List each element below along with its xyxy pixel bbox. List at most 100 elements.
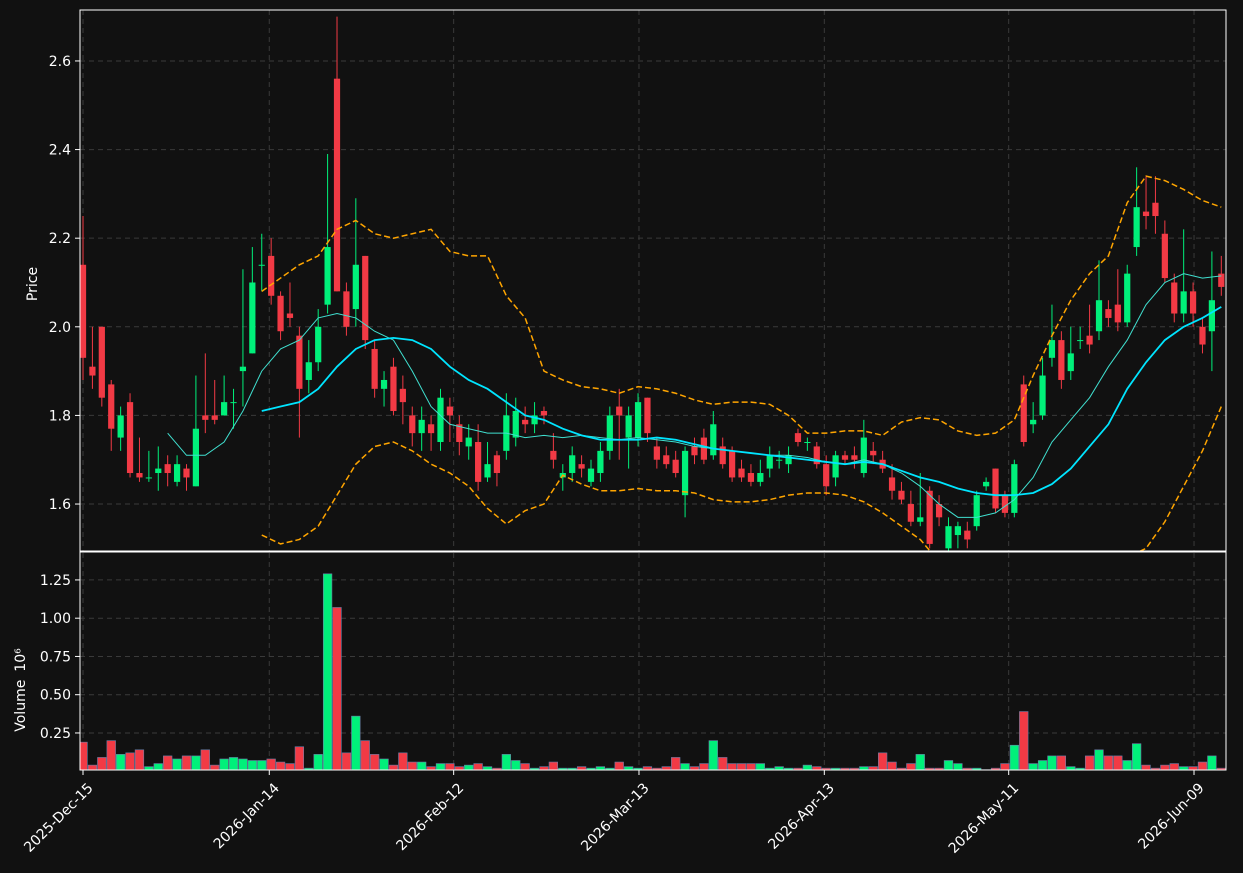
volume-bar <box>868 766 878 770</box>
y-tick-label: 1.8 <box>49 408 71 424</box>
candle-body <box>89 366 96 376</box>
volume-bar <box>398 752 408 770</box>
candle-body <box>380 379 388 389</box>
candle-body <box>672 459 679 474</box>
volume-bar <box>925 767 935 770</box>
candle-body <box>427 424 435 434</box>
volume-bar <box>624 766 634 770</box>
volume-frame <box>79 551 1227 771</box>
volume-bar <box>1150 767 1161 770</box>
candle-body <box>1114 304 1121 323</box>
candle-body <box>983 481 990 487</box>
volume-tick-label: 1.25 <box>40 573 71 589</box>
volume-bar <box>492 767 502 770</box>
volume-bar <box>360 740 370 770</box>
volume-bar <box>633 767 643 770</box>
candle-body <box>766 455 773 469</box>
volume-bar <box>106 740 116 770</box>
volume-bar <box>1094 749 1104 770</box>
candle-body <box>1067 353 1074 372</box>
volume-bar <box>313 754 323 770</box>
volume-bar <box>511 760 521 770</box>
candle-body <box>1086 335 1093 345</box>
volume-bar <box>1160 764 1170 770</box>
volume-bar <box>163 755 173 770</box>
volume-bar <box>934 767 944 770</box>
volume-bar <box>97 757 107 770</box>
candle-body <box>597 450 604 474</box>
volume-bar <box>765 767 775 770</box>
volume-bar <box>304 767 314 770</box>
volume-bar <box>1122 760 1132 770</box>
candle-body <box>747 473 755 482</box>
volume-bar <box>464 764 474 770</box>
volume-bar <box>887 761 897 770</box>
candle-body <box>362 255 369 341</box>
candle-body <box>1001 495 1009 513</box>
volume-bar <box>1009 744 1019 770</box>
candle-body <box>1095 300 1103 332</box>
candle-body <box>578 464 585 469</box>
y-axis-label: Price <box>25 267 41 301</box>
volume-panel <box>80 573 1226 770</box>
volume-label: Volume <box>13 680 29 732</box>
price-panel <box>80 16 1225 551</box>
volume-bar <box>849 767 860 770</box>
volume-bar <box>247 760 257 770</box>
volume-bar <box>520 763 530 770</box>
volume-bar <box>558 767 568 770</box>
candle-body <box>277 295 284 332</box>
volume-bar <box>1028 763 1038 770</box>
volume-bar <box>332 607 342 770</box>
volume-bar <box>718 757 728 770</box>
candle-body <box>145 477 152 479</box>
candle-body <box>888 477 896 491</box>
candle-body <box>446 406 454 416</box>
volume-bar <box>802 764 813 770</box>
candle-body <box>136 473 143 478</box>
candle-body <box>964 530 971 540</box>
candle-body <box>691 446 698 456</box>
volume-bar <box>878 752 888 770</box>
candle-body <box>493 455 501 474</box>
candle-body <box>108 384 115 429</box>
candle-body <box>522 419 529 425</box>
candle-body <box>1152 202 1159 217</box>
grid <box>80 10 1226 770</box>
volume-bar <box>1056 755 1066 770</box>
candle-body <box>98 326 105 398</box>
volume-bar <box>595 766 606 770</box>
candle-body <box>437 397 444 443</box>
volume-bar <box>576 766 587 770</box>
volume-tick-label: 1.00 <box>40 611 71 627</box>
volume-bar <box>454 766 464 770</box>
volume-bar <box>614 761 624 770</box>
candle-body <box>907 504 914 522</box>
candle-body <box>202 415 209 420</box>
volume-bar <box>1207 755 1217 770</box>
volume-bar <box>379 758 389 770</box>
volume-bar <box>266 758 276 770</box>
candle-body <box>324 247 331 305</box>
volume-tick-label: 0.75 <box>40 649 71 665</box>
candle-body <box>992 468 999 509</box>
volume-bar <box>727 763 737 770</box>
candle-body <box>286 313 294 318</box>
volume-bar <box>680 763 690 770</box>
candle-body <box>870 450 877 456</box>
volume-axis-label: Volume 10⁶ <box>13 648 29 732</box>
volume-bar <box>746 763 756 770</box>
candle-body <box>390 366 397 411</box>
candle-body <box>1133 207 1140 248</box>
volume-bar <box>840 767 850 770</box>
volume-bar <box>482 766 493 770</box>
candle-body <box>484 464 491 478</box>
candle-body <box>343 291 350 327</box>
candle-body <box>296 335 303 389</box>
candle-body <box>456 424 463 443</box>
volume-bar <box>642 766 653 770</box>
candle-body <box>183 468 190 478</box>
y-tick-label: 1.6 <box>49 497 71 513</box>
candle-body <box>1189 291 1197 314</box>
volume-bar <box>1000 763 1010 770</box>
